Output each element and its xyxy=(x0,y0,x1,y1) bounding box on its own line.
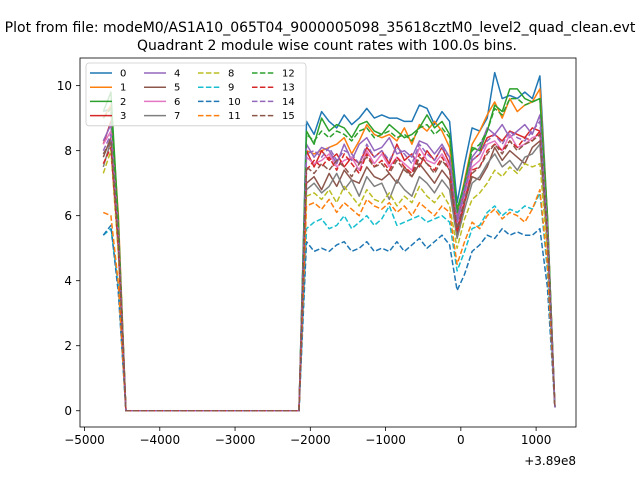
x-tick-label: −4000 xyxy=(139,433,180,447)
x-tick-label: −1000 xyxy=(365,433,406,447)
y-tick-label: 4 xyxy=(64,274,72,288)
y-tick-label: 6 xyxy=(64,209,72,223)
series-line-5 xyxy=(102,136,556,412)
y-tick-label: 10 xyxy=(57,79,72,93)
series-line-12 xyxy=(102,97,556,412)
series-line-4 xyxy=(102,114,556,412)
series-line-10 xyxy=(102,224,556,412)
y-axis: 0 2 4 6 8 10 xyxy=(57,79,80,418)
figure-suptitle: Plot from file: modeM0/AS1A10_065T04_900… xyxy=(5,20,636,36)
series-line-7 xyxy=(102,140,556,412)
series-line-14 xyxy=(102,120,556,412)
legend-label: 11 xyxy=(228,111,241,122)
legend-label: 13 xyxy=(282,83,295,94)
x-tick-label: 1000 xyxy=(521,433,552,447)
legend-label: 12 xyxy=(282,69,295,80)
y-tick-label: 8 xyxy=(64,144,72,158)
legend-label: 7 xyxy=(174,111,180,122)
legend-frame xyxy=(85,62,307,127)
x-axis: −5000 −4000 −3000 −2000 −1000 0 1000 xyxy=(64,427,551,447)
legend-label: 6 xyxy=(174,97,180,108)
chart-title: Quadrant 2 module wise count rates with … xyxy=(137,38,517,54)
legend-label: 1 xyxy=(120,83,126,94)
series-line-2 xyxy=(102,88,556,412)
x-tick-label: 0 xyxy=(457,433,465,447)
legend-label: 0 xyxy=(120,69,126,80)
x-tick-label: −3000 xyxy=(215,433,256,447)
series-line-15 xyxy=(102,133,556,412)
legend-label: 5 xyxy=(174,83,180,94)
x-offset-text: +3.89e8 xyxy=(524,454,576,468)
legend-label: 15 xyxy=(282,111,295,122)
plot-area xyxy=(102,71,556,412)
legend-label: 14 xyxy=(282,97,295,108)
series-line-13 xyxy=(102,130,556,412)
legend-label: 3 xyxy=(120,111,126,122)
axes-frame xyxy=(79,57,577,428)
y-tick-label: 2 xyxy=(64,339,72,353)
legend-label: 4 xyxy=(174,69,180,80)
legend-label: 9 xyxy=(228,83,234,94)
legend-label: 10 xyxy=(228,97,241,108)
x-tick-label: −5000 xyxy=(64,433,105,447)
legend-label: 2 xyxy=(120,97,126,108)
legend-label: 8 xyxy=(228,69,234,80)
x-tick-label: −2000 xyxy=(290,433,331,447)
series-line-8 xyxy=(102,149,556,412)
series-line-11 xyxy=(103,188,556,412)
series-line-9 xyxy=(102,192,556,412)
y-tick-label: 0 xyxy=(64,404,72,418)
